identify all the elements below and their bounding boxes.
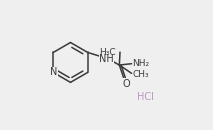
Text: CH₃: CH₃ [132, 70, 149, 79]
Text: NH: NH [99, 54, 114, 64]
Text: H₃C: H₃C [99, 48, 116, 57]
Text: N: N [50, 67, 57, 77]
Text: HCl: HCl [137, 92, 154, 102]
Text: O: O [123, 79, 130, 89]
Text: NH₂: NH₂ [132, 59, 149, 69]
